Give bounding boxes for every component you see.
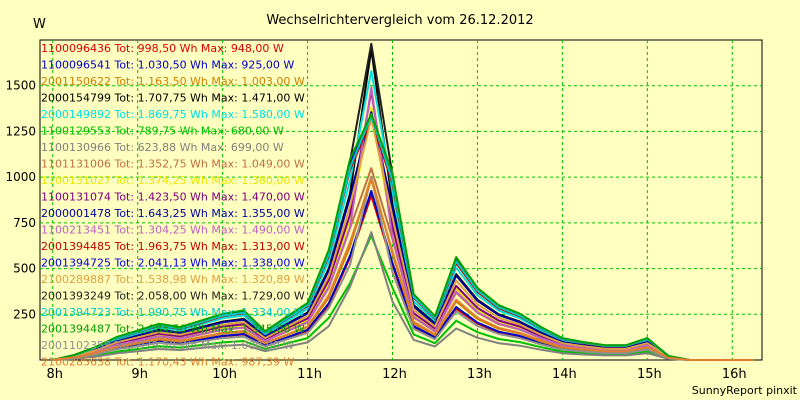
y-tick-label: 750 xyxy=(13,216,36,230)
x-tick-label: 14h xyxy=(552,367,577,382)
x-tick-label: 10h xyxy=(212,367,237,382)
series-line-2001102358 xyxy=(52,176,754,361)
legend-entry-2001150622: 2001150622 Tot: 1.163,50 Wh Max: 1.003,0… xyxy=(41,75,305,88)
series-line-2100285638 xyxy=(52,178,754,361)
x-tick-label: 15h xyxy=(637,367,662,382)
legend-entry-1100130966: 1100130966 Tot: 623,88 Wh Max: 699,00 W xyxy=(41,141,284,154)
legend-entry-2001102358: 2001102358 Tot: 979,50 Wh Max: 1.000,00 … xyxy=(41,339,294,352)
series-line-2001394487 xyxy=(52,113,754,361)
legend-entry-1100131027: 1100131027 Tot: 1.374,25 Wh Max: 1.380,0… xyxy=(41,174,305,187)
legend-entry-1101131006: 1101131006 Tot: 1.352,75 Wh Max: 1.049,0… xyxy=(41,158,305,171)
series-line-2100289887 xyxy=(52,117,754,361)
legend-layer: 1100096436 Tot: 998,50 Wh Max: 948,00 W 1… xyxy=(41,42,305,369)
series-layer xyxy=(52,42,754,361)
legend-entry-2001393249: 2001393249 Tot: 2.058,00 Wh Max: 1.729,0… xyxy=(41,290,305,303)
series-line-1100130966 xyxy=(52,231,754,361)
plot-area xyxy=(39,39,763,361)
legend-entry-1100096436: 1100096436 Tot: 998,50 Wh Max: 948,00 W xyxy=(41,42,284,55)
legend-entry-2001394723: 2001394723 Tot: 1.990,75 Wh Max: 1.334,0… xyxy=(41,306,305,319)
y-tick-label: 500 xyxy=(13,262,36,276)
x-tick-label: 12h xyxy=(382,367,407,382)
x-tick-label: 11h xyxy=(297,367,322,382)
axis-layer: 250 500 750 1000 1250 1500 8h 9h 10h 11h 12h 13h 14h… xyxy=(5,79,746,382)
legend-entry-2100285638: 2100285638 Tot: 1.170,43 Wh Max: 987,39 … xyxy=(41,356,294,369)
y-tick-label: 1000 xyxy=(5,170,36,184)
legend-entry-2000001478: 2000001478 Tot: 1.643,25 Wh Max: 1.355,0… xyxy=(41,207,305,220)
x-tick-label: 8h xyxy=(46,367,63,382)
legend-entry-1100129553: 1100129553 Tot: 789,75 Wh Max: 680,00 W xyxy=(41,125,284,138)
legend-entry-1100096541: 1100096541 Tot: 1.030,50 Wh Max: 925,00 … xyxy=(41,59,294,72)
series-line-1100129553 xyxy=(52,234,754,361)
x-tick-label: 9h xyxy=(131,367,148,382)
x-tick-label: 13h xyxy=(467,367,492,382)
legend-entry-2000154799: 2000154799 Tot: 1.707,75 Wh Max: 1.471,0… xyxy=(41,92,305,105)
y-tick-label: 250 xyxy=(13,307,36,321)
legend-entry-1100213451: 1100213451 Tot: 1.304,25 Wh Max: 1.490,0… xyxy=(41,224,305,237)
series-line-1100213451 xyxy=(52,86,754,361)
y-axis-unit-label: W xyxy=(33,17,46,32)
legend-entry-2000149892: 2000149892 Tot: 1.869,75 Wh Max: 1.580,0… xyxy=(41,108,305,121)
legend-entry-2001394485: 2001394485 Tot: 1.963,75 Wh Max: 1.313,0… xyxy=(41,240,305,253)
chart-title: Wechselrichtervergleich vom 26.12.2012 xyxy=(266,13,533,28)
legend-entry-2100289887: 2100289887 Tot: 1.538,98 Wh Max: 1.320,8… xyxy=(41,273,305,286)
legend-entry-2001394487: 2001394487 Tot: 2.084,50 Wh Max: 1.345,0… xyxy=(41,323,305,336)
x-tick-label: 16h xyxy=(722,367,747,382)
legend-entry-1100131074: 1100131074 Tot: 1.423,50 Wh Max: 1.470,0… xyxy=(41,191,305,204)
footer-credit: SunnyReport pinxit xyxy=(692,384,798,397)
legend-entry-2001394725: 2001394725 Tot: 2.041,13 Wh Max: 1.338,0… xyxy=(41,257,305,270)
y-tick-label: 1500 xyxy=(5,79,36,93)
y-tick-label: 1250 xyxy=(5,124,36,138)
